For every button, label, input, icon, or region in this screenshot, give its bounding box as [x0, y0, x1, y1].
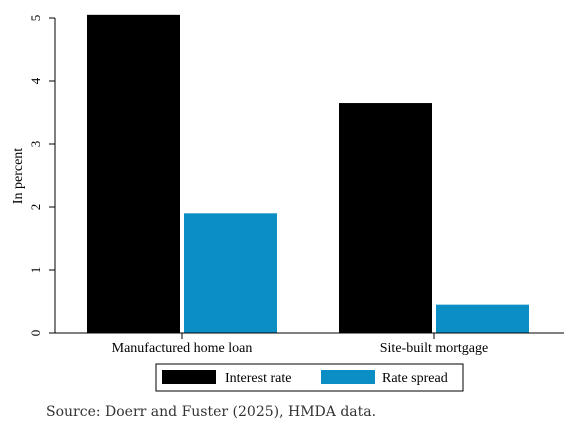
y-tick-label: 1: [28, 267, 43, 274]
y-tick-label: 2: [28, 204, 43, 211]
legend-swatch-1: [321, 370, 375, 384]
bar-rate-spread-1: [436, 304, 529, 333]
source-note: Source: Doerr and Fuster (2025), HMDA da…: [46, 404, 377, 420]
y-tick-label: 3: [28, 141, 43, 148]
y-tick-label: 5: [28, 15, 43, 22]
bars-group: [87, 14, 529, 333]
y-tick-label: 0: [28, 330, 43, 337]
axes-group: 0 1 2 3 4 5 In percent Manufactured home loan Si…: [11, 15, 564, 356]
legend-label-1: Rate spread: [382, 371, 448, 386]
x-tick-label: Manufactured home loan: [112, 341, 253, 356]
legend-swatch-0: [162, 370, 216, 384]
bar-chart: 0 1 2 3 4 5 In percent Manufactured home loan Si…: [11, 14, 564, 392]
legend-label-0: Interest rate: [225, 371, 291, 386]
legend: Interest rate Rate spread: [155, 363, 464, 392]
x-tick-label: Site-built mortgage: [380, 341, 488, 356]
bar-rate-spread-0: [184, 213, 277, 333]
bar-interest-rate-1: [339, 103, 432, 333]
y-tick-label: 4: [28, 77, 43, 84]
bar-interest-rate-0: [87, 14, 180, 333]
y-axis-title: In percent: [11, 148, 26, 204]
